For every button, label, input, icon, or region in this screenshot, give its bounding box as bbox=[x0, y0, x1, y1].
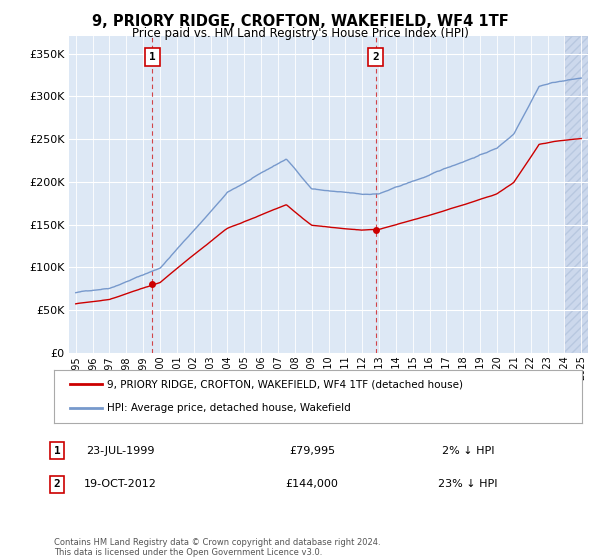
Text: £79,995: £79,995 bbox=[289, 446, 335, 456]
Text: 23% ↓ HPI: 23% ↓ HPI bbox=[438, 479, 498, 489]
Text: 2: 2 bbox=[53, 479, 61, 489]
Text: £144,000: £144,000 bbox=[286, 479, 338, 489]
Bar bbox=[69, 36, 565, 353]
Text: 9, PRIORY RIDGE, CROFTON, WAKEFIELD, WF4 1TF: 9, PRIORY RIDGE, CROFTON, WAKEFIELD, WF4… bbox=[92, 14, 508, 29]
Text: 19-OCT-2012: 19-OCT-2012 bbox=[83, 479, 157, 489]
Text: HPI: Average price, detached house, Wakefield: HPI: Average price, detached house, Wake… bbox=[107, 403, 350, 413]
Text: 23-JUL-1999: 23-JUL-1999 bbox=[86, 446, 154, 456]
Text: 2: 2 bbox=[373, 52, 379, 62]
Text: 1: 1 bbox=[53, 446, 61, 456]
Text: Contains HM Land Registry data © Crown copyright and database right 2024.
This d: Contains HM Land Registry data © Crown c… bbox=[54, 538, 380, 557]
Text: 9, PRIORY RIDGE, CROFTON, WAKEFIELD, WF4 1TF (detached house): 9, PRIORY RIDGE, CROFTON, WAKEFIELD, WF4… bbox=[107, 380, 463, 390]
Text: Price paid vs. HM Land Registry's House Price Index (HPI): Price paid vs. HM Land Registry's House … bbox=[131, 27, 469, 40]
Text: 1: 1 bbox=[149, 52, 156, 62]
Text: 2% ↓ HPI: 2% ↓ HPI bbox=[442, 446, 494, 456]
Bar bbox=[565, 36, 588, 353]
